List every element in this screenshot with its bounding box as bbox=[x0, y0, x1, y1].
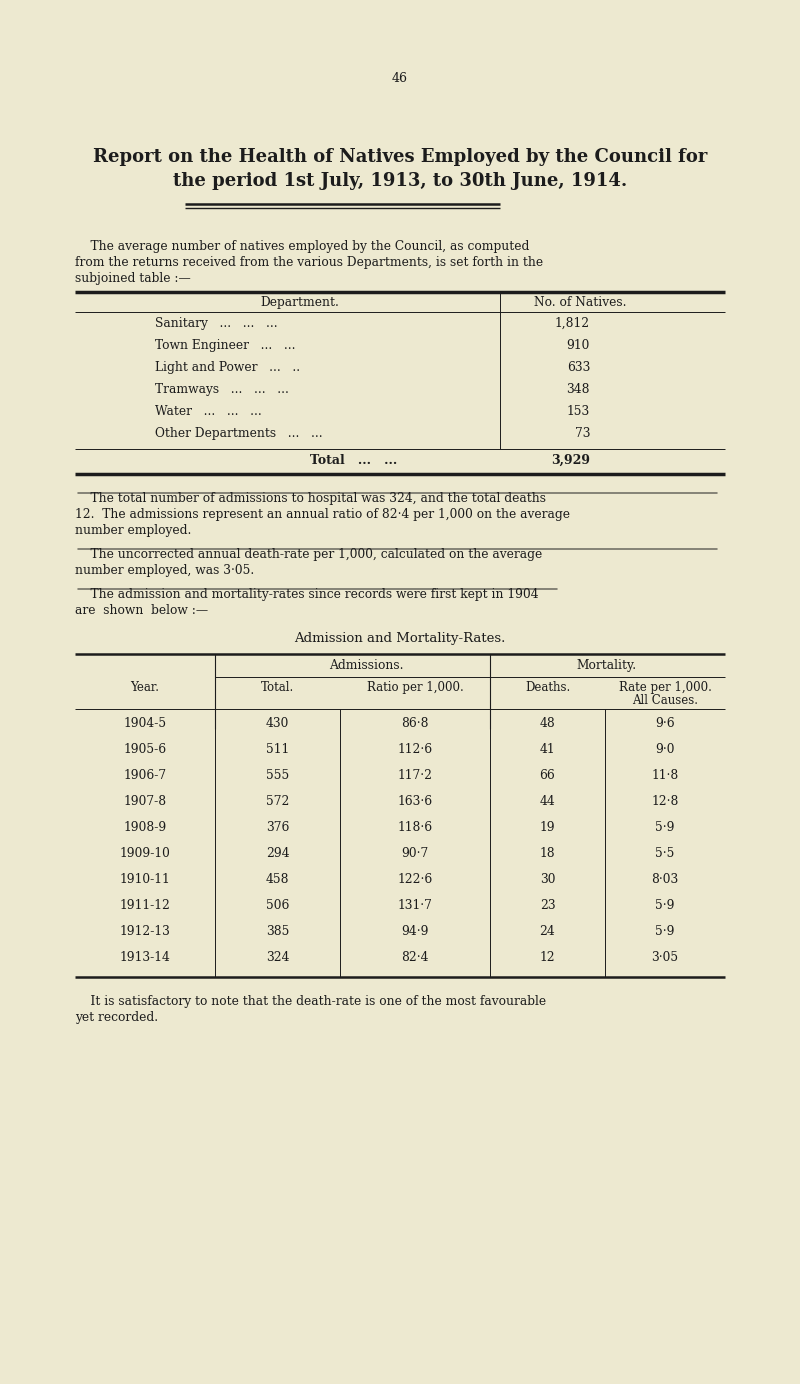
Text: 41: 41 bbox=[540, 743, 555, 756]
Text: 511: 511 bbox=[266, 743, 289, 756]
Text: Department.: Department. bbox=[261, 296, 339, 309]
Text: 1909-10: 1909-10 bbox=[119, 847, 170, 859]
Text: 3·05: 3·05 bbox=[651, 951, 678, 965]
Text: The admission and mortality-rates since records were first kept in 1904: The admission and mortality-rates since … bbox=[75, 588, 538, 601]
Text: Other Departments   ...   ...: Other Departments ... ... bbox=[155, 428, 322, 440]
Text: 3,929: 3,929 bbox=[551, 454, 590, 466]
Text: yet recorded.: yet recorded. bbox=[75, 1010, 158, 1024]
Text: 30: 30 bbox=[540, 873, 555, 886]
Text: No. of Natives.: No. of Natives. bbox=[534, 296, 626, 309]
Text: 1911-12: 1911-12 bbox=[119, 900, 170, 912]
Text: 1913-14: 1913-14 bbox=[119, 951, 170, 965]
Text: 82·4: 82·4 bbox=[402, 951, 429, 965]
Text: 18: 18 bbox=[540, 847, 555, 859]
Text: 5·5: 5·5 bbox=[655, 847, 674, 859]
Text: 5·9: 5·9 bbox=[655, 900, 674, 912]
Text: 5·9: 5·9 bbox=[655, 925, 674, 938]
Text: 1904-5: 1904-5 bbox=[123, 717, 166, 729]
Text: Rate per 1,000.: Rate per 1,000. bbox=[618, 681, 711, 693]
Text: 131·7: 131·7 bbox=[398, 900, 433, 912]
Text: 1910-11: 1910-11 bbox=[120, 873, 170, 886]
Text: 94·9: 94·9 bbox=[402, 925, 429, 938]
Text: 86·8: 86·8 bbox=[402, 717, 429, 729]
Text: 1908-9: 1908-9 bbox=[123, 821, 166, 835]
Text: Year.: Year. bbox=[130, 681, 159, 693]
Text: Deaths.: Deaths. bbox=[525, 681, 570, 693]
Text: 572: 572 bbox=[266, 794, 289, 808]
Text: Town Engineer   ...   ...: Town Engineer ... ... bbox=[155, 339, 295, 352]
Text: Tramways   ...   ...   ...: Tramways ... ... ... bbox=[155, 383, 289, 396]
Text: 112·6: 112·6 bbox=[398, 743, 433, 756]
Text: 66: 66 bbox=[540, 770, 555, 782]
Text: 153: 153 bbox=[566, 406, 590, 418]
Text: 118·6: 118·6 bbox=[398, 821, 433, 835]
Text: are  shown  below :—: are shown below :— bbox=[75, 603, 208, 617]
Text: Admission and Mortality-Rates.: Admission and Mortality-Rates. bbox=[294, 632, 506, 645]
Text: The total number of admissions to hospital was 324, and the total deaths: The total number of admissions to hospit… bbox=[75, 491, 546, 505]
Text: 12: 12 bbox=[540, 951, 555, 965]
Text: 1,812: 1,812 bbox=[555, 317, 590, 329]
Text: 555: 555 bbox=[266, 770, 289, 782]
Text: 910: 910 bbox=[566, 339, 590, 352]
Text: Sanitary   ...   ...   ...: Sanitary ... ... ... bbox=[155, 317, 278, 329]
Text: 12.  The admissions represent an annual ratio of 82·4 per 1,000 on the average: 12. The admissions represent an annual r… bbox=[75, 508, 570, 520]
Text: 12·8: 12·8 bbox=[651, 794, 678, 808]
Text: 19: 19 bbox=[540, 821, 555, 835]
Text: All Causes.: All Causes. bbox=[632, 693, 698, 707]
Text: 44: 44 bbox=[540, 794, 555, 808]
Text: Ratio per 1,000.: Ratio per 1,000. bbox=[366, 681, 463, 693]
Text: 324: 324 bbox=[266, 951, 290, 965]
Text: number employed, was 3·05.: number employed, was 3·05. bbox=[75, 565, 254, 577]
Text: 23: 23 bbox=[540, 900, 555, 912]
Text: Admissions.: Admissions. bbox=[329, 659, 403, 673]
Text: 9·6: 9·6 bbox=[655, 717, 675, 729]
Text: It is satisfactory to note that the death-rate is one of the most favourable: It is satisfactory to note that the deat… bbox=[75, 995, 546, 1008]
Text: Mortality.: Mortality. bbox=[576, 659, 636, 673]
Text: 163·6: 163·6 bbox=[398, 794, 433, 808]
Text: Light and Power   ...   ..: Light and Power ... .. bbox=[155, 361, 300, 374]
Text: 385: 385 bbox=[266, 925, 289, 938]
Text: 1912-13: 1912-13 bbox=[119, 925, 170, 938]
Text: 348: 348 bbox=[566, 383, 590, 396]
Text: 376: 376 bbox=[266, 821, 289, 835]
Text: 122·6: 122·6 bbox=[398, 873, 433, 886]
Text: 633: 633 bbox=[566, 361, 590, 374]
Text: 117·2: 117·2 bbox=[398, 770, 433, 782]
Text: The average number of natives employed by the Council, as computed: The average number of natives employed b… bbox=[75, 239, 530, 253]
Text: from the returns received from the various Departments, is set forth in the: from the returns received from the vario… bbox=[75, 256, 543, 268]
Text: 90·7: 90·7 bbox=[402, 847, 429, 859]
Text: The uncorrected annual death-rate per 1,000, calculated on the average: The uncorrected annual death-rate per 1,… bbox=[75, 548, 542, 561]
Text: 506: 506 bbox=[266, 900, 289, 912]
Text: 9·0: 9·0 bbox=[655, 743, 674, 756]
Text: 5·9: 5·9 bbox=[655, 821, 674, 835]
Text: subjoined table :—: subjoined table :— bbox=[75, 273, 190, 285]
Text: 48: 48 bbox=[540, 717, 555, 729]
Text: 1907-8: 1907-8 bbox=[123, 794, 166, 808]
Text: Total   ...   ...: Total ... ... bbox=[310, 454, 398, 466]
Text: number employed.: number employed. bbox=[75, 525, 191, 537]
Text: 8·03: 8·03 bbox=[651, 873, 678, 886]
Text: 46: 46 bbox=[392, 72, 408, 84]
Text: 430: 430 bbox=[266, 717, 289, 729]
Text: 73: 73 bbox=[574, 428, 590, 440]
Text: 458: 458 bbox=[266, 873, 290, 886]
Text: the period 1st July, 1913, to 30th June, 1914.: the period 1st July, 1913, to 30th June,… bbox=[173, 172, 627, 190]
Text: 1905-6: 1905-6 bbox=[123, 743, 166, 756]
Text: 294: 294 bbox=[266, 847, 290, 859]
Text: Report on the Health of Natives Employed by the Council for: Report on the Health of Natives Employed… bbox=[93, 148, 707, 166]
Text: Total.: Total. bbox=[261, 681, 294, 693]
Text: 24: 24 bbox=[540, 925, 555, 938]
Text: 1906-7: 1906-7 bbox=[123, 770, 166, 782]
Text: Water   ...   ...   ...: Water ... ... ... bbox=[155, 406, 262, 418]
Text: 11·8: 11·8 bbox=[651, 770, 678, 782]
